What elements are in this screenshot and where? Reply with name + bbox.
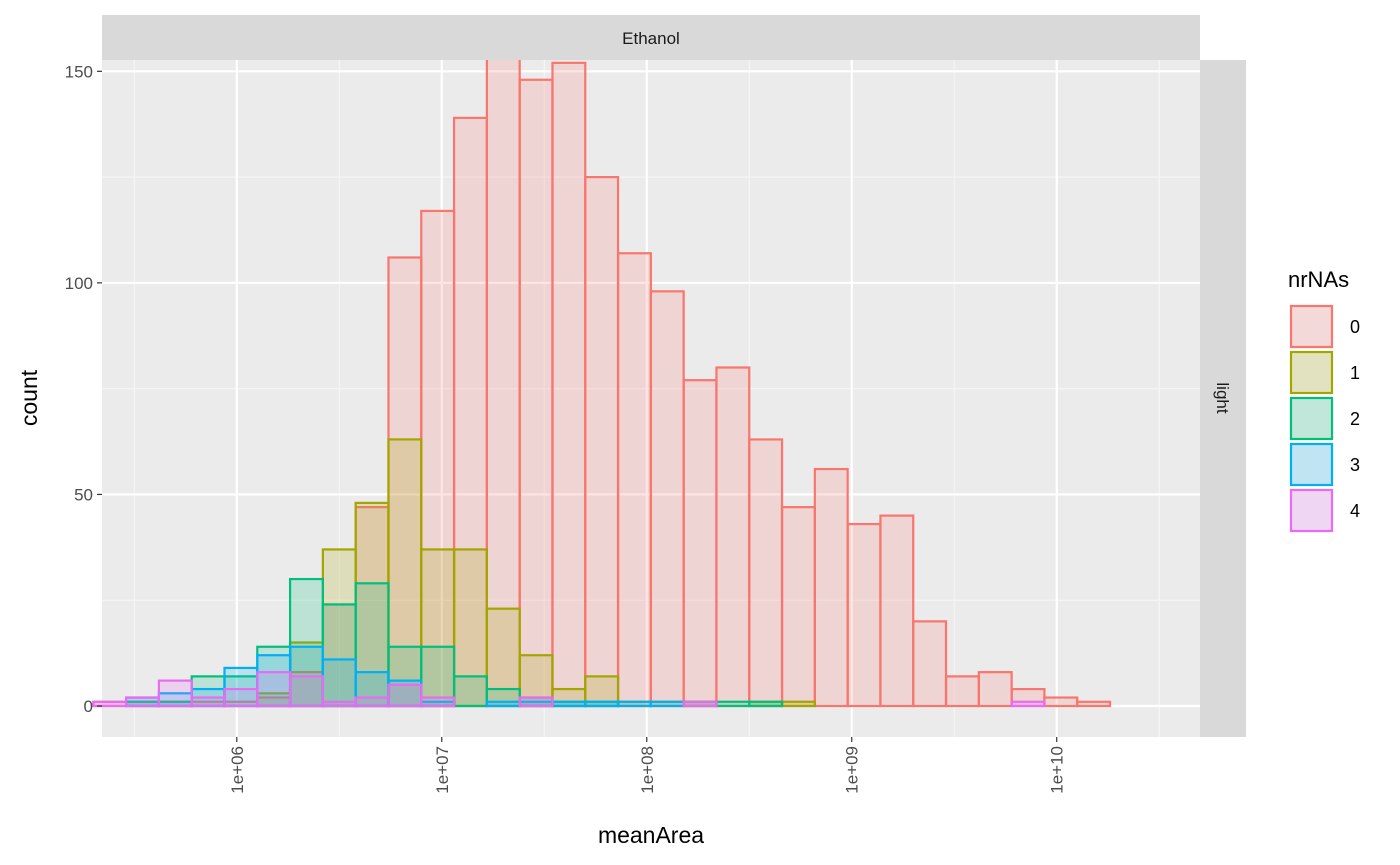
legend-label-2: 2 xyxy=(1350,409,1360,429)
bar xyxy=(321,603,357,708)
bar xyxy=(387,438,423,708)
histogram-bars xyxy=(92,44,1112,708)
bar xyxy=(846,522,882,708)
bar xyxy=(616,700,652,708)
legend-key-4 xyxy=(1289,488,1334,533)
x-tick-label: 1e+06 xyxy=(228,746,247,794)
bar xyxy=(584,700,620,708)
bar xyxy=(682,379,718,708)
legend-key-bg xyxy=(1290,443,1333,486)
bar xyxy=(256,671,292,708)
x-tick-label: 1e+10 xyxy=(1048,746,1067,794)
bar xyxy=(321,658,357,708)
bar xyxy=(649,700,685,708)
bar xyxy=(879,514,915,708)
x-tick-label: 1e+09 xyxy=(843,746,862,794)
y-axis-title: count xyxy=(16,369,42,426)
legend-key-bg xyxy=(1290,351,1333,394)
bar xyxy=(748,438,784,708)
x-axis: 1e+06 1e+07 1e+08 1e+09 1e+10 xyxy=(228,737,1067,794)
legend-label-1: 1 xyxy=(1350,363,1360,383)
bar xyxy=(387,645,423,708)
bar xyxy=(682,700,718,708)
legend-key-bg xyxy=(1290,489,1333,532)
bar xyxy=(452,675,488,708)
bar xyxy=(780,506,816,708)
bar xyxy=(518,696,554,708)
bar xyxy=(92,700,128,708)
facet-label-ethanol: Ethanol xyxy=(622,29,680,48)
legend-key-1 xyxy=(1289,350,1334,395)
bar xyxy=(485,44,521,708)
x-tick-label: 1e+07 xyxy=(433,746,452,794)
bar xyxy=(485,700,521,708)
bar xyxy=(420,209,456,708)
y-tick-label: 150 xyxy=(65,62,93,81)
bar xyxy=(616,252,652,708)
bar xyxy=(813,467,849,708)
bar xyxy=(1076,700,1112,708)
bar xyxy=(288,671,324,708)
facet-strip-top xyxy=(102,15,1200,60)
bar xyxy=(551,61,587,708)
bar xyxy=(518,78,554,708)
bar xyxy=(715,700,751,708)
bar-series-2 xyxy=(125,577,784,708)
bar xyxy=(649,290,685,708)
bar xyxy=(288,675,324,708)
legend-key-2 xyxy=(1289,396,1334,441)
bar xyxy=(420,696,456,708)
bar xyxy=(780,700,816,708)
legend-label-0: 0 xyxy=(1350,317,1360,337)
legend-key-bg xyxy=(1290,305,1333,348)
bar xyxy=(387,683,423,708)
bar xyxy=(748,700,784,708)
x-tick-label: 1e+08 xyxy=(638,746,657,794)
bar-series-4 xyxy=(92,671,1046,708)
legend-key-3 xyxy=(1289,442,1334,487)
bar xyxy=(1043,696,1079,708)
facet-strip-right xyxy=(1200,60,1246,737)
bar xyxy=(354,582,390,708)
legend-key-bg xyxy=(1290,397,1333,440)
y-tick-label: 0 xyxy=(84,697,93,716)
bar xyxy=(551,700,587,708)
facet-label-light: light xyxy=(1213,382,1232,413)
bar xyxy=(190,696,226,708)
legend-title: nrNAs xyxy=(1288,267,1349,292)
bar-series-0 xyxy=(92,44,1112,708)
bar xyxy=(321,700,357,708)
bar xyxy=(944,675,980,708)
legend: nrNAs 0 1 2 3 4 xyxy=(1288,267,1360,533)
bar xyxy=(715,366,751,708)
bar xyxy=(256,654,292,708)
y-tick-label: 100 xyxy=(65,274,93,293)
x-axis-title: meanArea xyxy=(598,822,704,848)
bar xyxy=(354,696,390,708)
legend-label-3: 3 xyxy=(1350,455,1360,475)
bar xyxy=(157,679,193,708)
bar xyxy=(584,175,620,708)
legend-label-4: 4 xyxy=(1350,501,1360,521)
y-tick-label: 50 xyxy=(74,485,93,504)
bar xyxy=(912,620,948,708)
bar xyxy=(125,696,160,708)
y-axis: 0 50 100 150 xyxy=(65,62,102,716)
bar xyxy=(223,687,259,708)
legend-key-0 xyxy=(1289,304,1334,349)
bar xyxy=(1010,700,1046,708)
bar xyxy=(977,671,1013,708)
